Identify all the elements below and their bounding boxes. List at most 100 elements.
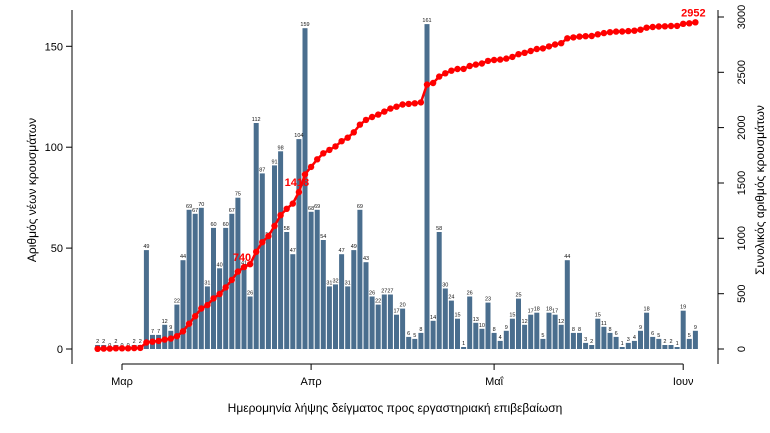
- cumulative-point: [277, 212, 284, 219]
- y2-tick-label: 3000: [736, 5, 748, 29]
- bar-value-label: 5: [413, 333, 416, 339]
- bar: [442, 288, 448, 349]
- bar: [692, 330, 698, 349]
- bar: [619, 347, 625, 349]
- bar-value-label: 31: [326, 280, 332, 286]
- cumulative-point: [326, 146, 333, 154]
- bar: [424, 24, 430, 349]
- bar-value-label: 8: [493, 327, 496, 333]
- bar: [589, 345, 595, 349]
- bar: [564, 260, 570, 349]
- cumulative-point: [667, 22, 675, 30]
- cumulative-point: [558, 40, 565, 47]
- bar: [644, 312, 650, 349]
- y2-tick-label: 2500: [736, 60, 748, 84]
- cumulative-point: [368, 113, 376, 121]
- bar: [259, 173, 265, 349]
- bar-value-label: 44: [180, 254, 186, 260]
- cumulative-point: [350, 129, 357, 136]
- bar: [491, 332, 497, 349]
- bar: [363, 262, 369, 349]
- bar: [387, 294, 393, 349]
- bar: [326, 286, 332, 349]
- bar-value-label: 5: [541, 333, 544, 339]
- bar-value-label: 112: [252, 117, 261, 123]
- bar-value-label: 43: [363, 256, 369, 262]
- cumulative-annotation: 740: [233, 252, 251, 264]
- cumulative-point: [314, 156, 321, 163]
- bar-value-label: 10: [479, 323, 485, 329]
- bar: [314, 209, 320, 349]
- cumulative-point: [295, 188, 303, 196]
- cumulative-annotation: 1418: [285, 177, 309, 189]
- bar-value-label: 17: [393, 309, 399, 315]
- bar: [174, 304, 180, 349]
- cumulative-point: [612, 28, 620, 35]
- bar-value-label: 8: [572, 327, 575, 333]
- bar: [662, 345, 668, 349]
- bar: [503, 330, 509, 349]
- bar-value-label: 3: [627, 337, 630, 343]
- bar-value-label: 91: [271, 159, 277, 165]
- y2-tick-label: 1500: [736, 171, 748, 195]
- bar: [461, 347, 467, 349]
- bar: [308, 211, 314, 349]
- bar: [479, 328, 485, 349]
- bar-value-label: 67: [229, 208, 235, 214]
- bar-value-label: 15: [454, 313, 460, 319]
- bar-value-label: 17: [552, 309, 558, 315]
- bar-value-label: 4: [633, 335, 636, 341]
- cumulative-point: [301, 171, 309, 178]
- bar-value-label: 32: [332, 278, 338, 284]
- bar-value-label: 26: [369, 291, 375, 297]
- y2-tick-label: 2000: [736, 115, 748, 139]
- cumulative-point: [362, 116, 370, 124]
- y-tick-label: 0: [57, 344, 63, 356]
- bar-value-label: 2: [133, 339, 136, 345]
- cumulative-point: [448, 67, 455, 74]
- bar: [674, 347, 680, 349]
- cumulative-point: [429, 79, 437, 87]
- cumulative-point: [118, 345, 126, 352]
- bar-value-label: 15: [595, 313, 601, 319]
- cumulative-point: [625, 27, 632, 35]
- cumulative-point: [484, 57, 492, 65]
- y-tick-label: 150: [45, 41, 63, 53]
- cumulative-point: [539, 45, 547, 52]
- bar: [680, 310, 686, 349]
- bar-value-label: 9: [505, 325, 508, 331]
- bar-value-label: 69: [357, 204, 363, 210]
- bar: [625, 342, 631, 349]
- bar: [418, 332, 424, 349]
- cumulative-point: [112, 345, 120, 352]
- bar-value-label: 161: [422, 18, 431, 24]
- cumulative-point: [649, 23, 656, 31]
- y-tick-label: 100: [45, 142, 63, 154]
- bar-value-label: 2: [102, 339, 105, 345]
- cumulative-point: [185, 320, 193, 327]
- cumulative-point: [570, 34, 577, 41]
- bar: [333, 284, 338, 349]
- bar-value-label: 9: [639, 325, 642, 331]
- x-tick-label: Μαΐ: [485, 376, 504, 388]
- bar-value-label: 25: [515, 293, 521, 299]
- bar-value-label: 67: [192, 208, 198, 214]
- bar-value-label: 18: [546, 307, 552, 313]
- y2-tick-label: 0: [736, 346, 748, 352]
- cumulative-point: [228, 276, 235, 284]
- cumulative-point: [606, 29, 614, 36]
- bar: [436, 232, 442, 349]
- bar: [290, 254, 296, 349]
- bar: [455, 318, 460, 349]
- cumulative-point: [594, 31, 601, 38]
- bar: [320, 240, 326, 349]
- bar: [631, 340, 637, 349]
- bar: [394, 314, 399, 349]
- y2-tick-label: 1000: [736, 226, 748, 250]
- cumulative-point: [332, 143, 339, 150]
- bar: [204, 286, 210, 349]
- bar: [546, 312, 552, 349]
- bar: [302, 28, 308, 349]
- bar-value-label: 60: [223, 222, 229, 228]
